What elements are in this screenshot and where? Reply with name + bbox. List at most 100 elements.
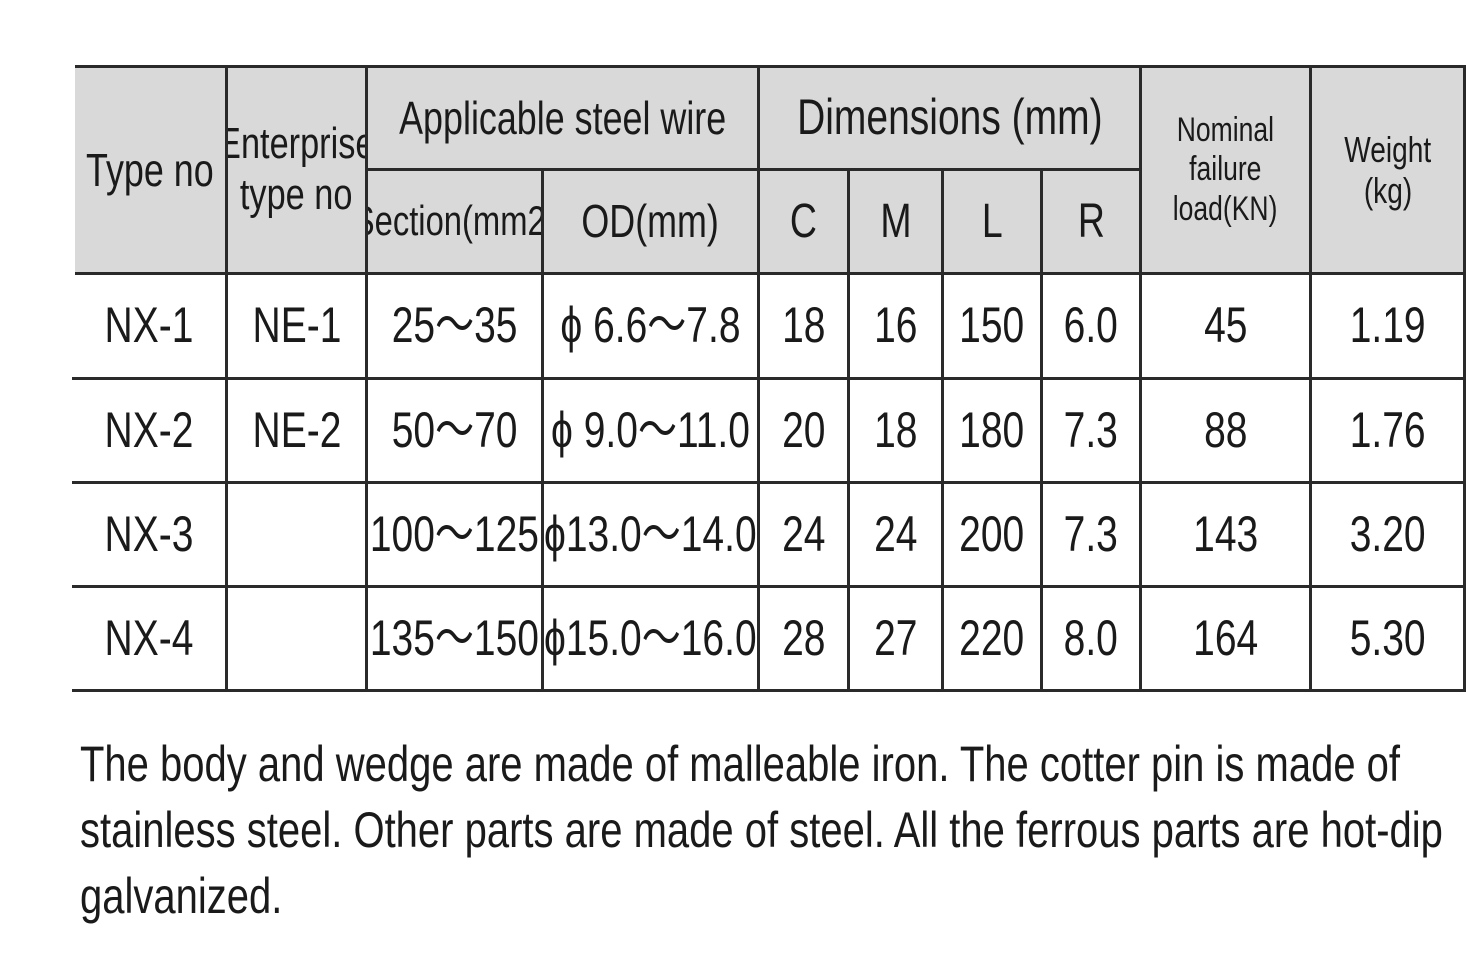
cell-text: 45 <box>1203 297 1248 354</box>
cell-text: 24 <box>781 505 826 562</box>
cell-text: 1.19 <box>1349 297 1426 354</box>
cell-text: R <box>1077 194 1105 248</box>
header-cell: M <box>850 171 944 275</box>
header-cell: Section(mm2) <box>368 171 544 275</box>
note-line: The body and wedge are made of malleable… <box>80 736 1401 792</box>
data-cell: 5.30 <box>1312 588 1466 692</box>
header-cell: Dimensions (mm) <box>760 68 1142 171</box>
data-cell: NX-2 <box>72 380 228 484</box>
header-cell: OD(mm) <box>544 171 760 275</box>
data-cell <box>228 588 368 692</box>
data-cell <box>228 484 368 588</box>
cell-text: C <box>789 194 818 248</box>
cell-text: Enterprise <box>228 119 368 169</box>
cell-text: NX-3 <box>104 505 193 562</box>
cell-text: NX-4 <box>104 609 193 666</box>
cell-text: ϕ13.0～14.0 <box>544 505 757 562</box>
cell-text: Applicable steel wire <box>398 91 727 144</box>
table-top-border <box>75 65 1466 68</box>
cell-text: 200 <box>959 505 1025 562</box>
cell-text: ϕ 9.0～11.0 <box>551 401 750 458</box>
data-cell: 3.20 <box>1312 484 1466 588</box>
data-cell: 7.3 <box>1043 484 1142 588</box>
data-cell: 25～35 <box>368 275 544 380</box>
note-line: galvanized. <box>80 868 283 924</box>
cell-text: 28 <box>781 609 826 666</box>
cell-text: 20 <box>781 401 826 458</box>
header-cell: R <box>1043 171 1142 275</box>
data-cell: 28 <box>760 588 850 692</box>
cell-text: (kg) <box>1363 170 1412 211</box>
cell-text: 143 <box>1192 505 1259 562</box>
data-cell: NX-4 <box>72 588 228 692</box>
header-cell: Weight (kg) <box>1312 68 1466 275</box>
cell-text: 220 <box>959 609 1025 666</box>
cell-text: 135～150 <box>369 609 540 666</box>
data-cell: 45 <box>1142 275 1312 380</box>
data-cell: 6.0 <box>1043 275 1142 380</box>
cell-text: type no <box>240 170 353 219</box>
data-cell: 200 <box>944 484 1043 588</box>
cell-text: 8.0 <box>1063 609 1119 666</box>
cell-text: 50～70 <box>391 401 518 458</box>
cell-text: 164 <box>1192 609 1259 666</box>
cell-text: Section(mm2) <box>368 197 544 245</box>
data-cell: 50～70 <box>368 380 544 484</box>
cell-text: 100～125 <box>369 505 540 562</box>
cell-text: failure <box>1189 150 1262 189</box>
data-cell: NX-3 <box>72 484 228 588</box>
data-cell: 24 <box>850 484 944 588</box>
cell-text: 27 <box>873 609 918 666</box>
cell-text: 16 <box>873 297 918 354</box>
data-cell: 143 <box>1142 484 1312 588</box>
header-cell: Enterprisetype no <box>228 68 368 275</box>
cell-text: 5.30 <box>1349 609 1426 666</box>
data-cell: 164 <box>1142 588 1312 692</box>
data-cell: 1.76 <box>1312 380 1466 484</box>
data-cell: 16 <box>850 275 944 380</box>
cell-text: 6.0 <box>1063 297 1119 354</box>
cell-text: L <box>981 194 1003 248</box>
data-cell: 24 <box>760 484 850 588</box>
cell-text: Type no <box>86 143 214 196</box>
note-line: stainless steel. Other parts are made of… <box>80 802 1443 858</box>
header-cell: L <box>944 171 1043 275</box>
cell-text: ϕ15.0～16.0 <box>544 609 757 666</box>
data-cell: NX-1 <box>72 275 228 380</box>
cell-text: NE-2 <box>252 401 341 458</box>
data-cell: 18 <box>850 380 944 484</box>
cell-text: Weight <box>1344 128 1431 170</box>
cell-text: 24 <box>873 505 918 562</box>
data-cell: 18 <box>760 275 850 380</box>
data-cell: 20 <box>760 380 850 484</box>
data-cell: ϕ15.0～16.0 <box>544 588 760 692</box>
header-cell: Nominal failure load(KN) <box>1142 68 1312 275</box>
data-cell: 1.19 <box>1312 275 1466 380</box>
cell-text: 150 <box>959 297 1025 354</box>
header-cell: Applicable steel wire <box>368 68 760 171</box>
cell-text: 18 <box>781 297 826 354</box>
cell-text: NX-1 <box>104 297 193 354</box>
header-cell: Type no <box>75 68 228 275</box>
cell-text: Nominal <box>1176 111 1275 150</box>
data-cell: 180 <box>944 380 1043 484</box>
data-cell: 220 <box>944 588 1043 692</box>
cell-text: Dimensions (mm) <box>796 89 1103 146</box>
cell-text: 7.3 <box>1063 505 1119 562</box>
data-cell: 135～150 <box>368 588 544 692</box>
data-cell: 27 <box>850 588 944 692</box>
data-cell: 150 <box>944 275 1043 380</box>
cell-text: 3.20 <box>1349 505 1426 562</box>
data-cell: ϕ13.0～14.0 <box>544 484 760 588</box>
cell-text: 25～35 <box>391 297 518 354</box>
data-cell: ϕ 6.6～7.8 <box>544 275 760 380</box>
data-cell: 8.0 <box>1043 588 1142 692</box>
cell-text: 88 <box>1203 401 1248 458</box>
data-cell: NE-1 <box>228 275 368 380</box>
data-cell: 100～125 <box>368 484 544 588</box>
cell-text: NE-1 <box>252 297 341 354</box>
cell-text: load(KN) <box>1173 189 1278 228</box>
cell-text: ϕ 6.6～7.8 <box>560 297 741 354</box>
cell-text: NX-2 <box>104 401 193 458</box>
